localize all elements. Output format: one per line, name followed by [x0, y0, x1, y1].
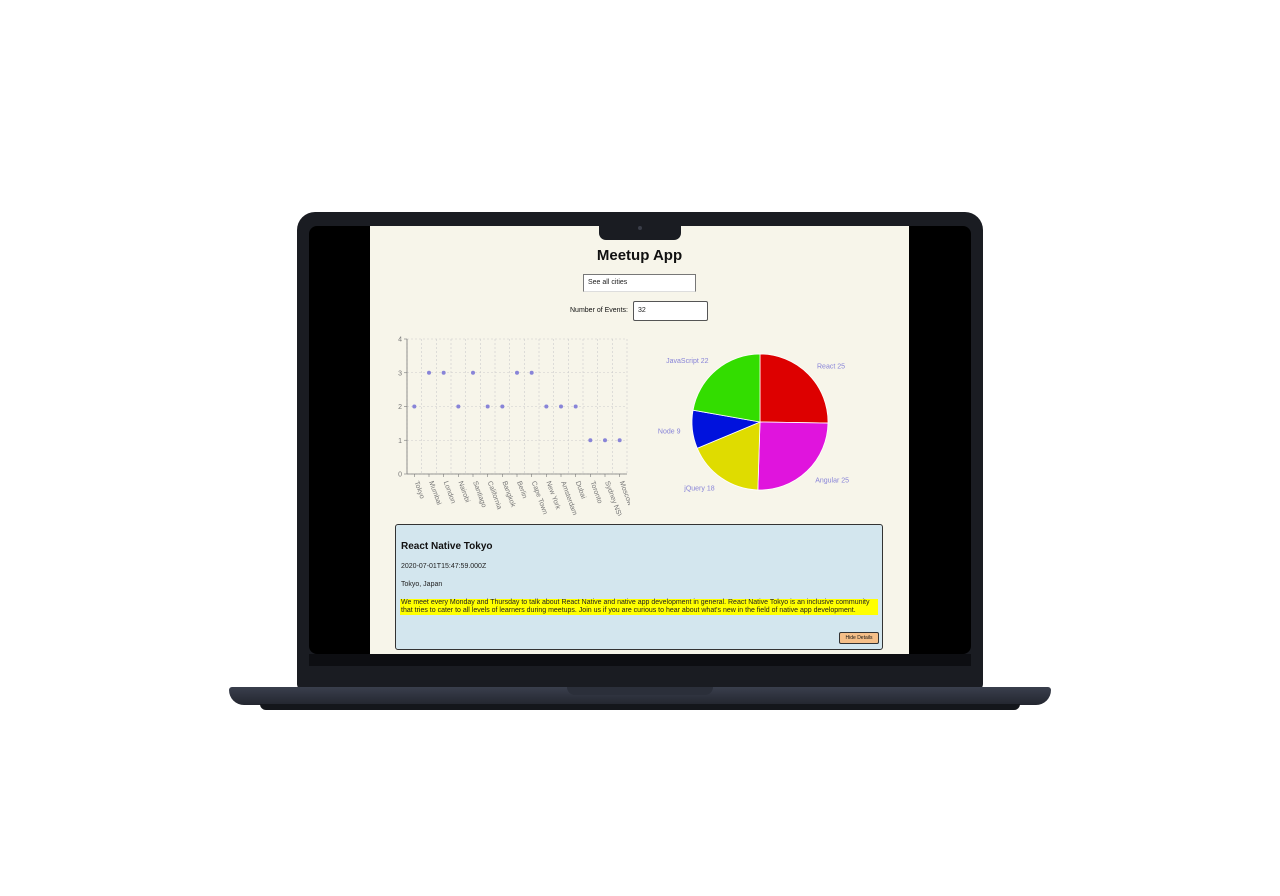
scatter-point [559, 404, 563, 409]
city-events-scatter-chart: 0 1 2 3 4 Tokyo Mumbai London Nairobi SantiagoCal… [398, 337, 630, 517]
y-tick-label: 1 [398, 438, 402, 445]
scatter-point [471, 370, 475, 375]
number-of-events-input[interactable]: 32 [633, 301, 708, 321]
x-tick-label: Tokyo [412, 480, 425, 500]
scatter-point [603, 438, 607, 443]
y-tick-label: 3 [398, 370, 402, 377]
laptop-chin [309, 654, 971, 666]
y-tick-label: 0 [398, 472, 402, 479]
number-of-events-label: Number of Events: [570, 307, 628, 314]
scatter-point [485, 404, 490, 409]
pie-slice-angular [757, 421, 829, 491]
number-of-events-row: Number of Events: 32 [570, 301, 710, 321]
x-tick-label: Mumbai [427, 480, 442, 506]
city-search-input[interactable]: See all cities [583, 274, 696, 292]
scatter-point [500, 404, 505, 409]
laptop-base-edge [260, 704, 1020, 710]
scatter-point [515, 370, 519, 375]
pie-label-react: React 25 [817, 363, 845, 370]
scatter-point [617, 438, 622, 443]
hide-details-button[interactable]: Hide Details [839, 632, 879, 644]
camera-notch [599, 226, 681, 240]
laptop-base [229, 687, 1051, 705]
pie-label-javascript: JavaScript 22 [666, 358, 709, 365]
x-tick-label: Dubai [574, 480, 587, 500]
page-title: Meetup App [596, 247, 683, 264]
x-tick-label: Toronto [588, 480, 603, 504]
pie-slice-javascript [692, 353, 761, 423]
pie-label-node: Node 9 [658, 428, 681, 435]
x-tick-label: California [486, 480, 503, 510]
x-tick-label: New York [544, 480, 561, 511]
pie-slice-react [759, 353, 829, 424]
x-tick-label: Santiago [471, 480, 487, 508]
pie-label-angular: Angular 25 [815, 477, 849, 484]
scatter-point [588, 438, 593, 443]
scatter-point [427, 370, 431, 375]
event-details-card: React Native Tokyo 2020-07-01T15:47:59.0… [395, 524, 883, 650]
app-screen: Meetup App See all cities Number of Even… [370, 226, 909, 654]
scatter-point [544, 404, 549, 409]
pie-label-jquery: jQuery 18 [683, 485, 714, 492]
scatter-point [412, 404, 417, 409]
y-tick-label: 2 [398, 404, 402, 411]
x-tick-label: Berlin [515, 480, 528, 499]
scatter-point [529, 370, 534, 375]
y-tick-label: 4 [398, 337, 402, 344]
x-tick-label: London [442, 480, 457, 504]
event-date: 2020-07-01T15:47:59.000Z [401, 563, 487, 570]
camera-icon [638, 226, 642, 230]
pie-slice-jquery [696, 421, 761, 491]
event-location: Tokyo, Japan [401, 581, 443, 588]
scatter-point [573, 404, 578, 409]
laptop-base-groove [567, 687, 713, 695]
scatter-point [441, 370, 446, 375]
event-title: React Native Tokyo [401, 541, 493, 552]
x-tick-label: Nairobi [456, 480, 470, 504]
x-tick-label: Bangkok [500, 480, 516, 508]
scatter-point [456, 404, 461, 409]
x-tick-label: Moscow [618, 480, 630, 507]
event-description: We meet every Monday and Thursday to tal… [400, 599, 878, 615]
genre-pie-chart: React 25 Angular 25 jQuery 18 Node 9 JavaScr… [658, 353, 849, 492]
